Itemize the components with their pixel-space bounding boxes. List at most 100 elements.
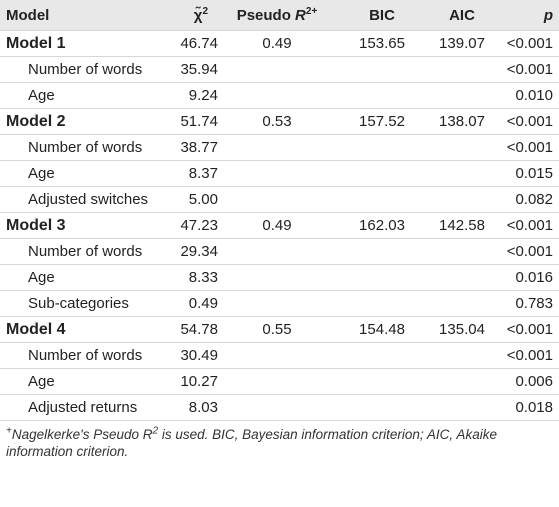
cell <box>222 368 332 395</box>
cell: 47.23 <box>150 212 222 239</box>
cell <box>222 56 332 83</box>
cell: Model 2 <box>0 108 150 135</box>
predictor-row: Sub-categories 0.49 0.783 <box>0 290 559 317</box>
cell <box>222 160 332 187</box>
cell: 30.49 <box>150 342 222 369</box>
cell: 51.74 <box>150 108 222 135</box>
cell: 0.006 <box>492 368 559 395</box>
cell: 139.07 <box>432 30 492 57</box>
predictor-row: Age 8.33 0.016 <box>0 264 559 291</box>
cell: 54.78 <box>150 316 222 343</box>
cell <box>432 134 492 161</box>
cell: 46.74 <box>150 30 222 57</box>
cell <box>222 82 332 109</box>
cell: Model 3 <box>0 212 150 239</box>
cell: 9.24 <box>150 82 222 109</box>
cell <box>332 56 432 83</box>
cell: Adjusted returns <box>0 394 150 421</box>
cell <box>332 134 432 161</box>
cell: 138.07 <box>432 108 492 135</box>
header-cell: p <box>492 0 559 31</box>
cell <box>432 342 492 369</box>
cell: 157.52 <box>332 108 432 135</box>
cell: 10.27 <box>150 368 222 395</box>
cell <box>432 186 492 213</box>
predictor-row: Number of words 35.94 <0.001 <box>0 56 559 83</box>
cell <box>222 342 332 369</box>
cell: Age <box>0 82 150 109</box>
cell <box>432 82 492 109</box>
header-text: Model <box>6 6 50 24</box>
results-table: Model χ̃2 Pseudo R2+ BIC AIC p Model 1 46.74 0.… <box>0 0 559 421</box>
cell: <0.001 <box>492 56 559 83</box>
cell: 0.53 <box>222 108 332 135</box>
cell: <0.001 <box>492 108 559 135</box>
cell <box>222 394 332 421</box>
header-sup: 2+ <box>305 5 318 17</box>
predictor-row: Adjusted switches 5.00 0.082 <box>0 186 559 213</box>
cell: 154.48 <box>332 316 432 343</box>
cell: 0.49 <box>150 290 222 317</box>
cell <box>432 238 492 265</box>
cell: Age <box>0 264 150 291</box>
cell <box>332 264 432 291</box>
cell <box>332 238 432 265</box>
cell: Number of words <box>0 238 150 265</box>
cell: 162.03 <box>332 212 432 239</box>
cell <box>332 342 432 369</box>
cell <box>432 160 492 187</box>
cell <box>222 134 332 161</box>
cell: 135.04 <box>432 316 492 343</box>
cell: 0.49 <box>222 212 332 239</box>
cell: Model 4 <box>0 316 150 343</box>
predictor-row: Age 9.24 0.010 <box>0 82 559 109</box>
model-row: Model 2 51.74 0.53 157.52 138.07 <0.001 <box>0 108 559 135</box>
cell: <0.001 <box>492 342 559 369</box>
cell: <0.001 <box>492 238 559 265</box>
header-row: Model χ̃2 Pseudo R2+ BIC AIC p <box>0 0 559 31</box>
cell: 0.49 <box>222 30 332 57</box>
cell: 142.58 <box>432 212 492 239</box>
cell: Sub-categories <box>0 290 150 317</box>
cell <box>432 394 492 421</box>
predictor-row: Number of words 30.49 <0.001 <box>0 342 559 369</box>
predictor-row: Number of words 29.34 <0.001 <box>0 238 559 265</box>
cell: 0.018 <box>492 394 559 421</box>
cell: 153.65 <box>332 30 432 57</box>
cell: Model 1 <box>0 30 150 57</box>
cell <box>222 264 332 291</box>
cell: 8.33 <box>150 264 222 291</box>
header-text: BIC <box>369 6 395 24</box>
cell: 29.34 <box>150 238 222 265</box>
cell: Adjusted switches <box>0 186 150 213</box>
footnote: +Nagelkerke's Pseudo R2 is used. BIC, Ba… <box>0 421 559 460</box>
footnote-rest: is used. BIC, Bayesian information crite… <box>6 427 497 459</box>
cell: <0.001 <box>492 134 559 161</box>
cell: Number of words <box>0 342 150 369</box>
cell: Age <box>0 368 150 395</box>
cell <box>332 368 432 395</box>
cell <box>432 56 492 83</box>
footnote-text: Nagelkerke's Pseudo <box>11 427 143 442</box>
header-var: p <box>543 6 553 24</box>
predictor-row: Age 8.37 0.015 <box>0 160 559 187</box>
cell <box>222 290 332 317</box>
footnote-var: R <box>142 427 153 442</box>
predictor-row: Adjusted returns 8.03 0.018 <box>0 394 559 421</box>
cell <box>332 82 432 109</box>
cell: 35.94 <box>150 56 222 83</box>
cell: 8.37 <box>150 160 222 187</box>
header-cell: χ̃2 <box>150 0 222 31</box>
cell <box>332 290 432 317</box>
cell: 0.55 <box>222 316 332 343</box>
cell: 0.010 <box>492 82 559 109</box>
cell: Age <box>0 160 150 187</box>
cell <box>432 264 492 291</box>
predictor-row: Age 10.27 0.006 <box>0 368 559 395</box>
header-cell: BIC <box>332 0 432 31</box>
cell: 5.00 <box>150 186 222 213</box>
cell <box>332 160 432 187</box>
cell <box>432 290 492 317</box>
model-row: Model 1 46.74 0.49 153.65 139.07 <0.001 <box>0 30 559 57</box>
